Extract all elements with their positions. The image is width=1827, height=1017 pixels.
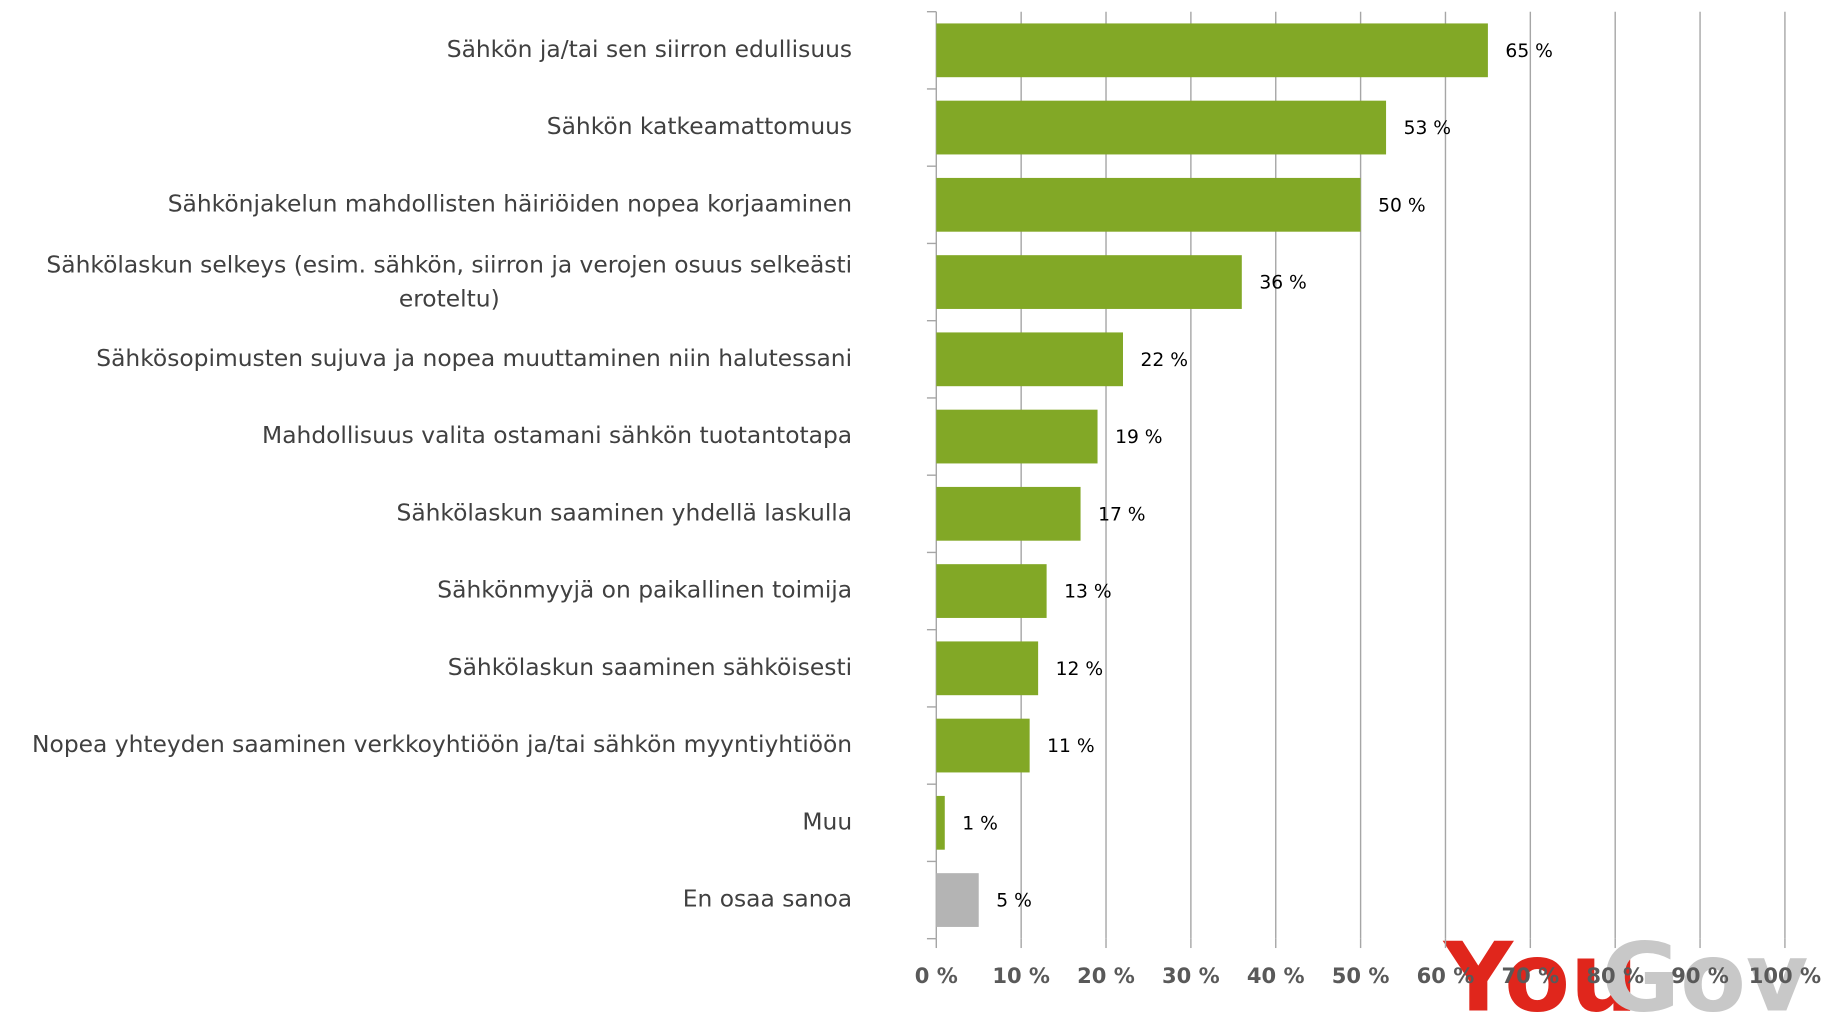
logo-gov: Gov (1601, 922, 1808, 1017)
x-tick-label: 100 % (1749, 963, 1821, 988)
bar (936, 409, 1098, 464)
x-tick-label: 30 % (1162, 963, 1220, 988)
value-label: 36 % (1259, 273, 1306, 294)
value-label: 65 % (1505, 41, 1552, 62)
category-label: Nopea yhteyden saaminen verkkoyhtiöön ja… (32, 730, 852, 758)
x-tick-label: 60 % (1417, 963, 1475, 988)
value-label: 1 % (962, 813, 998, 834)
x-tick-label: 40 % (1247, 963, 1305, 988)
value-label: 19 % (1115, 427, 1162, 448)
bar (936, 641, 1039, 696)
category-label: Sähkönmyyjä on paikallinen toimija (437, 576, 852, 604)
bar (936, 23, 1488, 78)
bar (936, 564, 1047, 618)
value-label: 50 % (1378, 195, 1425, 216)
category-label: Sähkölaskun saaminen sähköisesti (448, 653, 852, 681)
value-label: 53 % (1404, 118, 1451, 139)
x-tick-label: 50 % (1332, 963, 1390, 988)
category-label: Mahdollisuus valita ostamani sähkön tuot… (262, 421, 852, 449)
bar (936, 486, 1081, 541)
x-tick-label: 90 % (1671, 963, 1729, 988)
category-label: En osaa sanoa (683, 885, 852, 913)
x-tick-label: 0 % (915, 963, 958, 988)
category-label: Sähkösopimusten sujuva ja nopea muuttami… (96, 344, 852, 372)
value-label: 13 % (1064, 582, 1111, 603)
bar (936, 100, 1387, 155)
bar (936, 255, 1242, 309)
category-label: Sähkölaskun selkeys (esim. sähkön, siirr… (46, 250, 852, 312)
value-label: 5 % (996, 891, 1032, 912)
bar (936, 795, 945, 850)
bar (936, 718, 1030, 773)
category-label: Sähkön katkeamattomuus (547, 112, 852, 140)
value-label: 11 % (1047, 736, 1094, 757)
value-label: 17 % (1098, 504, 1145, 525)
x-tick-label: 80 % (1586, 963, 1644, 988)
x-tick-label: 70 % (1501, 963, 1559, 988)
bar (936, 873, 979, 927)
category-label: Muu (802, 807, 852, 835)
category-label: Sähkölaskun saaminen yhdellä laskulla (397, 498, 853, 526)
category-label: Sähkönjakelun mahdollisten häiriöiden no… (168, 189, 852, 217)
x-tick-label: 20 % (1077, 963, 1135, 988)
bar (936, 332, 1123, 387)
x-tick-label: 10 % (992, 963, 1050, 988)
logo-you: You (1443, 922, 1639, 1017)
category-label: Sähkön ja/tai sen siirron edullisuus (447, 35, 852, 63)
value-label: 22 % (1141, 350, 1188, 371)
bar (936, 177, 1361, 232)
value-label: 12 % (1056, 659, 1103, 680)
